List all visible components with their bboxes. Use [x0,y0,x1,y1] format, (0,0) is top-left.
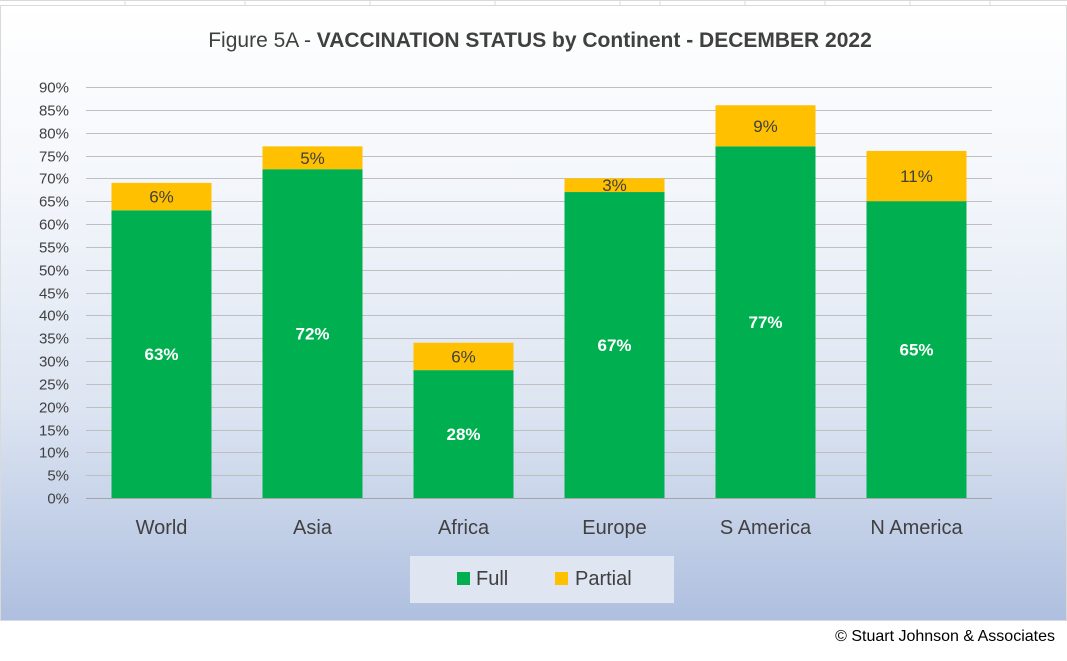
legend-label-full: Full [476,568,508,590]
y-tick-label: 85% [39,103,69,120]
x-tick-label: Africa [438,517,490,539]
legend-label-partial: Partial [575,568,632,590]
x-axis-ticks: World Asia Africa Europe S America N America [136,517,964,539]
data-label-partial: 6% [149,188,174,207]
bar-full [866,201,967,498]
y-tick-label: 20% [39,400,69,417]
bar-partial [715,105,816,147]
data-label-partial: 5% [300,149,325,168]
bar-partial [564,178,665,193]
data-label-partial: 3% [602,176,627,195]
y-tick-label: 45% [39,286,69,303]
y-tick-label: 80% [39,126,69,143]
chart-title: Figure 5A - VACCINATION STATUS by Contin… [208,29,872,52]
bar-partial [111,182,212,211]
x-tick-label: Europe [582,517,647,539]
data-label-full: 28% [446,425,480,444]
bar-partial [413,342,514,371]
y-tick-label: 75% [39,149,69,166]
y-tick-label: 70% [39,171,69,188]
y-tick-label: 40% [39,308,69,325]
bars: 63% 6% 72% 5% 28% 6% 67% 3% 77% 9% 65% 11% [111,105,967,499]
y-tick-label: 15% [39,423,69,440]
legend-swatch-full [457,572,470,585]
data-label-partial: 9% [753,117,778,136]
bar-full [564,192,665,499]
y-axis-ticks: 0% 5% 10% 15% 20% 25% 30% 35% 40% 45% 50% 55% 60% 65%… [39,80,69,508]
y-tick-label: 50% [39,263,69,280]
stacked-bar-chart: Figure 5A - VACCINATION STATUS by Contin… [39,29,992,603]
data-label-full: 67% [597,336,631,355]
bar-full [111,210,212,499]
chart-title-main: VACCINATION STATUS by Continent - DECEMB… [317,29,872,52]
data-label-full: 77% [748,313,782,332]
x-tick-label: N America [870,517,963,539]
y-tick-label: 90% [39,80,69,97]
bar-full [262,169,363,498]
gridlines [86,87,992,499]
y-tick-label: 30% [39,354,69,371]
y-tick-label: 25% [39,377,69,394]
y-tick-label: 60% [39,217,69,234]
x-tick-label: S America [720,517,812,539]
data-label-partial: 11% [900,167,933,186]
data-label-full: 65% [899,341,933,360]
y-tick-label: 65% [39,194,69,211]
x-tick-label: Asia [293,517,333,539]
chart-title-prefix: Figure 5A - [208,29,317,52]
legend-swatch-partial [555,572,568,585]
y-tick-label: 10% [39,445,69,462]
bar-full [715,146,816,498]
bar-full [413,370,514,498]
x-tick-label: World [136,517,188,539]
data-label-full: 72% [295,325,329,344]
y-tick-label: 55% [39,240,69,257]
y-tick-label: 0% [47,491,69,508]
bar-partial [866,150,967,202]
data-label-full: 63% [144,345,178,364]
legend: Full Partial [410,556,674,603]
copyright-text: © Stuart Johnson & Associates [835,628,1055,645]
bar-partial [262,146,363,170]
legend-box [410,556,674,603]
y-tick-label: 35% [39,331,69,348]
data-label-partial: 6% [451,347,476,366]
y-tick-label: 5% [47,468,69,485]
